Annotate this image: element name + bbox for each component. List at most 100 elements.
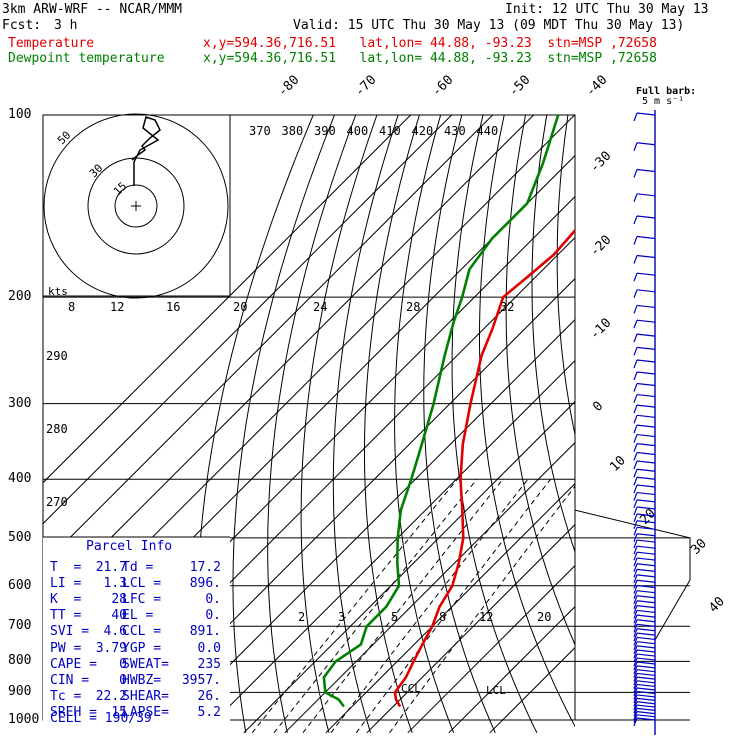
isotherm-line (243, 400, 575, 734)
wind-barb-flag (633, 694, 638, 704)
dewpoint-profile (322, 115, 560, 708)
wind-barb (636, 701, 656, 705)
mixing-ratio-label: 12 (479, 610, 493, 624)
mixing-ratio-label: 20 (537, 610, 551, 624)
pressure-tick-label: 200 (8, 289, 32, 305)
isotherm-line (161, 318, 575, 734)
wind-barb-flag (633, 469, 638, 478)
wind-barb (636, 605, 656, 609)
wind-barb-flag (633, 673, 638, 682)
wind-barb (636, 451, 656, 456)
pressure-tick-label: 700 (8, 618, 32, 634)
wind-barb-flag (633, 610, 638, 619)
pressure-tick-label: 300 (8, 395, 32, 411)
pressure-tick-label: 1000 (8, 712, 40, 727)
wind-barb-flag (633, 215, 638, 225)
wind-barb-flag (633, 698, 638, 707)
wind-barb (636, 359, 656, 363)
wind-barb (636, 499, 656, 503)
wind-barb (636, 687, 656, 691)
mixing-ratio-line (251, 478, 458, 734)
wind-barb-flag (633, 684, 638, 693)
wind-barb-flag (633, 619, 638, 628)
wind-barb-flag (633, 545, 638, 555)
wind-barb-flag (633, 701, 638, 710)
parcel-value: 0 (119, 672, 127, 688)
wind-barb-flag (633, 492, 638, 501)
wind-barb (636, 690, 656, 695)
wind-barb-flag (633, 569, 638, 578)
wind-barb-flag (633, 499, 638, 509)
parcel-label: SHEAR= (122, 688, 169, 704)
isotherm-label: -20 (587, 233, 614, 260)
hodo-speed-label: 24 (313, 300, 327, 314)
parcel-info-box (43, 537, 230, 735)
parcel-value: 22.2 (95, 688, 127, 704)
parcel-label: PW = (50, 640, 82, 656)
wind-barb-flag (633, 665, 638, 675)
parcel-value: 21.7 (95, 560, 127, 575)
mixing-ratio-label: 5 (391, 610, 398, 624)
wind-barb (636, 404, 656, 408)
isotherm-line (202, 359, 575, 734)
wind-barb-flag (633, 708, 638, 717)
parcel-label: CAPE = (50, 656, 97, 672)
wind-barb (636, 636, 656, 641)
pressure-tick-label: 100 (8, 107, 32, 122)
wind-barb (636, 563, 656, 567)
mixing-ratio-line (330, 478, 529, 734)
hodo-speed-label: 32 (500, 300, 514, 314)
wind-barb-flag (633, 661, 638, 671)
isotherm-label: 40 (706, 594, 728, 616)
wind-barb-flag (633, 193, 638, 203)
isotherm-line (448, 605, 575, 734)
wind-barb-flag (633, 653, 638, 663)
wind-barb (636, 476, 656, 480)
wind-barb (636, 289, 656, 293)
init-time: Init: 12 UTC Thu 30 May 13 (505, 2, 709, 17)
isotherm-label: -60 (429, 73, 456, 100)
isotherm-label: -70 (352, 73, 379, 100)
temperature-profile (393, 228, 575, 708)
wind-barb-flag (633, 319, 638, 329)
wind-barb-flag (633, 347, 638, 356)
pressure-tick-label: 600 (8, 577, 32, 593)
wind-barb-flag (633, 359, 638, 369)
parcel-label: HWBZ= (122, 672, 162, 688)
parcel-label: TT = (50, 608, 82, 624)
wind-barb-flag (633, 415, 638, 424)
wind-barb-flag (633, 676, 638, 686)
isotherm-label: -10 (587, 316, 614, 343)
wind-barb (636, 694, 656, 698)
barb-legend-title: Full barb: (636, 86, 697, 97)
wind-barb-flag (633, 657, 638, 667)
dry-adiabat-line (582, 115, 740, 733)
isotherm-label: 0 (590, 399, 606, 415)
wind-barb (636, 676, 656, 680)
wind-barb-flag (633, 527, 638, 536)
wind-barb-flag (633, 533, 638, 542)
wind-barb (636, 215, 656, 219)
wind-barb (636, 235, 656, 240)
wind-barb (636, 526, 656, 530)
wind-barb-flag (633, 590, 638, 599)
ccl-label: CCL (401, 682, 421, 695)
wind-barb-flag (633, 614, 638, 624)
wind-barb (636, 711, 656, 715)
hodo-speed-label: 20 (233, 300, 247, 314)
wind-barb-flag (633, 574, 638, 584)
isotherm-line (284, 441, 575, 734)
wind-barb-flag (633, 236, 638, 245)
wind-barb (636, 304, 656, 309)
parcel-label: LI = (50, 576, 82, 592)
parcel-label: SREH = (50, 704, 97, 720)
isotherm-label: -80 (275, 73, 302, 100)
wind-barb-flag (633, 520, 638, 529)
wind-barb-flag (633, 600, 638, 609)
parcel-label: Td = (122, 560, 154, 575)
wind-barb (636, 506, 656, 510)
wind-barb-flag (633, 624, 638, 633)
parcel-value: 891. (189, 624, 221, 640)
wind-barb (636, 513, 656, 517)
dewpoint-location: x,y=594.36,716.51 lat,lon= 44.88, -93.23… (203, 51, 657, 66)
